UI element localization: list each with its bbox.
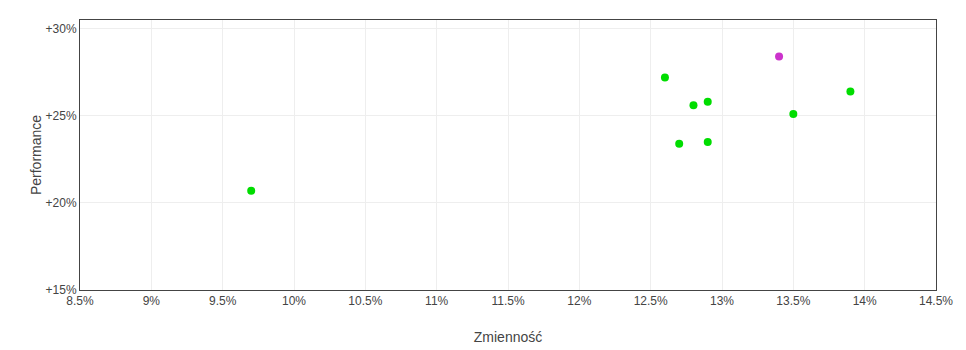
svg-text:11.5%: 11.5% [491, 294, 524, 308]
svg-text:+25%: +25% [46, 109, 77, 123]
svg-text:13.5%: 13.5% [776, 294, 810, 308]
svg-text:Performance: Performance [28, 115, 44, 195]
svg-text:12%: 12% [567, 294, 591, 308]
svg-text:12.5%: 12.5% [634, 294, 668, 308]
svg-text:9.5%: 9.5% [209, 294, 237, 308]
svg-text:+15%: +15% [46, 283, 77, 297]
svg-text:8.5%: 8.5% [66, 294, 94, 308]
svg-text:Zmienność: Zmienność [474, 329, 542, 345]
svg-text:9%: 9% [143, 294, 161, 308]
svg-text:11%: 11% [425, 294, 448, 308]
svg-text:13%: 13% [710, 294, 734, 308]
svg-text:+20%: +20% [46, 196, 77, 210]
svg-text:10.5%: 10.5% [348, 294, 382, 308]
svg-text:14.5%: 14.5% [919, 294, 953, 308]
svg-text:+30%: +30% [46, 22, 77, 36]
svg-text:10%: 10% [282, 294, 306, 308]
svg-text:14%: 14% [853, 294, 877, 308]
